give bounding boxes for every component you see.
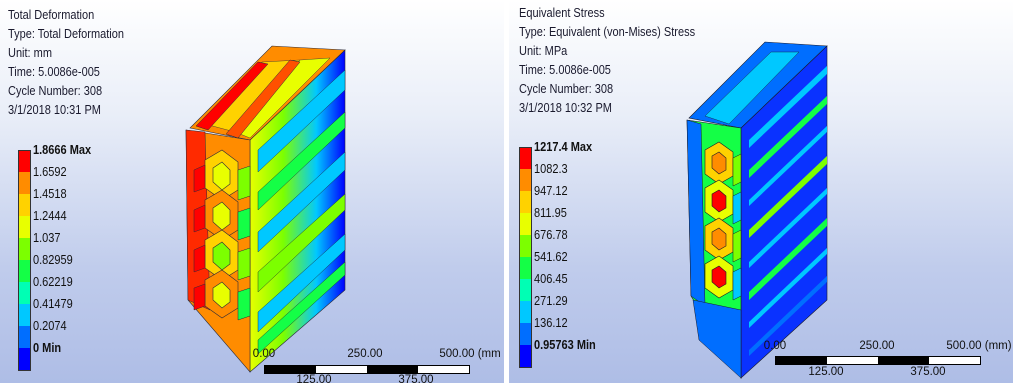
- legend-label: 0.62219: [33, 275, 73, 289]
- deformation-result-panel: Total Deformation Type: Total Deformatio…: [0, 0, 504, 383]
- legend-max-label: 1217.4 Max: [534, 140, 593, 154]
- scale-track: [264, 365, 470, 374]
- legend-min-label: 0 Min: [33, 341, 62, 355]
- legend-swatch: [519, 213, 532, 235]
- result-title: Total Deformation: [8, 8, 95, 22]
- legend-label: 0.41479: [33, 297, 73, 311]
- scale-label-quarter: 125.00: [296, 374, 332, 383]
- legend-label: 947.12: [534, 184, 568, 198]
- legend-swatch: [519, 323, 532, 345]
- result-date: 3/1/2018 10:31 PM: [8, 103, 101, 117]
- legend-swatch: [18, 282, 31, 304]
- legend-swatch: [519, 235, 532, 257]
- legend-label: 271.29: [534, 294, 568, 308]
- legend-swatch: [18, 348, 31, 371]
- stress-contour-model[interactable]: [509, 0, 1013, 383]
- scale-label-three-quarter: 375.00: [910, 366, 946, 378]
- legend-label: 541.62: [534, 250, 568, 264]
- legend-max-label: 1.8666 Max: [33, 143, 92, 157]
- result-cycle: Cycle Number: 308: [8, 84, 103, 98]
- legend-swatch: [519, 191, 532, 213]
- legend-min-label: 0.95763 Min: [534, 338, 596, 352]
- legend-swatch: [519, 301, 532, 323]
- legend-label: 406.45: [534, 272, 568, 286]
- deformation-contour-model[interactable]: [0, 0, 504, 383]
- legend-label: 1.2444: [33, 209, 67, 223]
- result-type: Type: Total Deformation: [8, 27, 124, 41]
- legend-swatch: [18, 304, 31, 326]
- legend-swatch: [519, 279, 532, 301]
- result-unit: Unit: mm: [8, 46, 52, 60]
- scale-bar: 0.00 250.00 500.00 (mm 125.00 375.00: [240, 348, 502, 383]
- result-cycle: Cycle Number: 308: [519, 82, 614, 96]
- scale-label-quarter: 125.00: [808, 366, 844, 378]
- legend-swatch: [519, 169, 532, 191]
- scale-track: [775, 356, 981, 365]
- scale-label-mid: 250.00: [347, 348, 383, 360]
- scale-label-end: 500.00 (mm: [439, 348, 501, 360]
- legend-swatch: [18, 216, 31, 238]
- legend-swatch: [18, 326, 31, 348]
- legend-swatch: [18, 172, 31, 194]
- result-info-block: Total Deformation Type: Total Deformatio…: [8, 6, 140, 120]
- scale-label-mid: 250.00: [859, 340, 895, 352]
- result-time: Time: 5.0086e-005: [519, 63, 611, 77]
- legend-label: 136.12: [534, 316, 568, 330]
- stress-result-panel: Equivalent Stress Type: Equivalent (von-…: [509, 0, 1013, 383]
- result-unit: Unit: MPa: [519, 44, 568, 58]
- result-title: Equivalent Stress: [519, 6, 605, 20]
- legend-label: 1.4518: [33, 187, 67, 201]
- legend-swatch: [18, 194, 31, 216]
- legend-label: 676.78: [534, 228, 568, 242]
- result-info-block: Equivalent Stress Type: Equivalent (von-…: [519, 4, 719, 118]
- legend-label: 0.82959: [33, 253, 73, 267]
- legend-swatch: [519, 257, 532, 279]
- scale-bar: 0.00 250.00 500.00 (mm) 125.00 375.00: [747, 340, 1013, 380]
- legend-swatch: [519, 345, 532, 368]
- panel-divider: [504, 0, 509, 383]
- result-type: Type: Equivalent (von-Mises) Stress: [519, 25, 696, 39]
- legend-swatch: [519, 147, 532, 170]
- scale-label-start: 0.00: [763, 340, 787, 352]
- scale-label-start: 0.00: [252, 348, 276, 360]
- legend-label: 1082.3: [534, 162, 568, 176]
- legend-swatch: [18, 260, 31, 282]
- legend-label: 1.037: [33, 231, 61, 245]
- scale-label-three-quarter: 375.00: [398, 374, 434, 383]
- legend-label: 0.2074: [33, 319, 67, 333]
- scale-label-end: 500.00 (mm): [946, 340, 1012, 352]
- legend-label: 1.6592: [33, 165, 67, 179]
- legend-swatch: [18, 150, 31, 173]
- result-date: 3/1/2018 10:32 PM: [519, 101, 612, 115]
- result-time: Time: 5.0086e-005: [8, 65, 100, 79]
- legend-swatch: [18, 238, 31, 260]
- legend-label: 811.95: [534, 206, 567, 220]
